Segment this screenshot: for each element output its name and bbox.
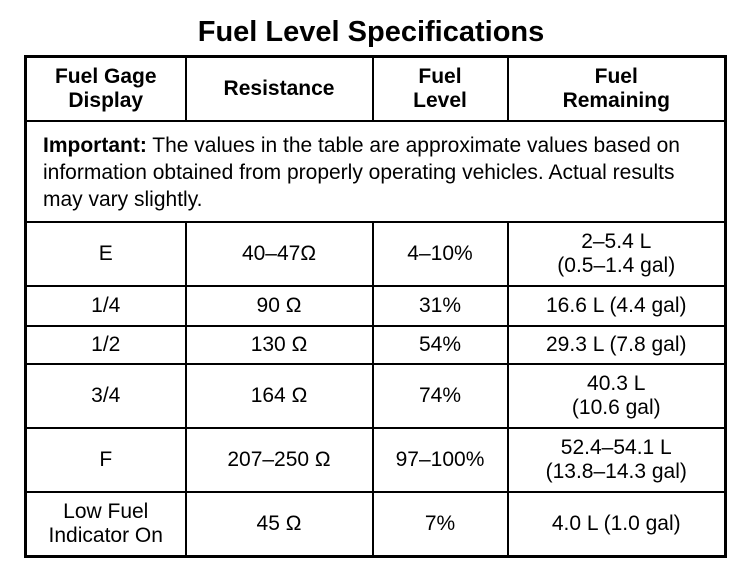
header-line: Fuel bbox=[594, 65, 638, 88]
header-line: Remaining bbox=[562, 89, 670, 112]
cell-line: 52.4–54.1 L bbox=[560, 436, 672, 459]
page-title: Fuel Level Specifications bbox=[197, 16, 545, 48]
cell-gage: Low Fuel Indicator On bbox=[24, 491, 187, 558]
cell-line: E bbox=[98, 242, 113, 265]
table-row: 1/4 90 Ω 31% 16.6 L (4.4 gal) bbox=[24, 285, 727, 327]
cell-line: 1/2 bbox=[91, 333, 121, 356]
cell-remaining: 2–5.4 L (0.5–1.4 gal) bbox=[506, 221, 727, 287]
table-row: Low Fuel Indicator On 45 Ω 7% 4.0 L (1.0… bbox=[24, 491, 727, 558]
cell-line: 1/4 bbox=[91, 294, 121, 317]
header-line: Fuel Gage bbox=[54, 65, 157, 88]
cell-resistance: 40–47Ω bbox=[184, 221, 374, 287]
important-note: Important: The values in the table are a… bbox=[24, 120, 727, 223]
cell-remaining: 29.3 L (7.8 gal) bbox=[506, 325, 727, 365]
header-fuel-remaining: Fuel Remaining bbox=[506, 55, 727, 122]
table-row: 1/2 130 Ω 54% 29.3 L (7.8 gal) bbox=[24, 325, 727, 365]
cell-resistance: 207–250 Ω bbox=[184, 427, 374, 493]
cell-gage: F bbox=[24, 427, 187, 493]
cell-remaining: 4.0 L (1.0 gal) bbox=[506, 491, 727, 558]
fuel-level-table: Fuel Gage Display Resistance Fuel Level … bbox=[24, 55, 727, 558]
table-row: 3/4 164 Ω 74% 40.3 L (10.6 gal) bbox=[24, 363, 727, 429]
cell-level: 4–10% bbox=[371, 221, 509, 287]
cell-resistance: 90 Ω bbox=[184, 285, 374, 327]
note-row: Important: The values in the table are a… bbox=[24, 120, 727, 223]
header-line: Display bbox=[68, 89, 144, 112]
cell-resistance: 130 Ω bbox=[184, 325, 374, 365]
cell-level: 97–100% bbox=[371, 427, 509, 493]
cell-line: Indicator On bbox=[48, 524, 163, 547]
cell-line: (0.5–1.4 gal) bbox=[557, 254, 676, 277]
cell-remaining: 16.6 L (4.4 gal) bbox=[506, 285, 727, 327]
cell-remaining: 52.4–54.1 L (13.8–14.3 gal) bbox=[506, 427, 727, 493]
cell-line: 3/4 bbox=[91, 384, 121, 407]
cell-gage: 1/2 bbox=[24, 325, 187, 365]
header-fuel-level: Fuel Level bbox=[371, 55, 509, 122]
cell-line: 29.3 L (7.8 gal) bbox=[546, 333, 687, 356]
cell-line: (13.8–14.3 gal) bbox=[545, 460, 687, 483]
note-label: Important: bbox=[43, 134, 147, 157]
cell-gage: E bbox=[24, 221, 187, 287]
cell-line: 40.3 L bbox=[587, 372, 646, 395]
cell-line: 2–5.4 L bbox=[581, 230, 652, 253]
cell-level: 74% bbox=[371, 363, 509, 429]
cell-line: (10.6 gal) bbox=[571, 396, 661, 419]
cell-level: 7% bbox=[371, 491, 509, 558]
cell-line: 16.6 L (4.4 gal) bbox=[546, 294, 687, 317]
cell-line: Low Fuel bbox=[63, 500, 149, 523]
header-line: Fuel bbox=[418, 65, 462, 88]
cell-level: 31% bbox=[371, 285, 509, 327]
cell-line: F bbox=[99, 448, 113, 471]
cell-line: 4.0 L (1.0 gal) bbox=[551, 512, 681, 535]
header-resistance: Resistance bbox=[184, 55, 374, 122]
header-fuel-gage-display: Fuel Gage Display bbox=[24, 55, 187, 122]
table-header-row: Fuel Gage Display Resistance Fuel Level … bbox=[24, 55, 727, 122]
cell-gage: 1/4 bbox=[24, 285, 187, 327]
cell-gage: 3/4 bbox=[24, 363, 187, 429]
table-row: E 40–47Ω 4–10% 2–5.4 L (0.5–1.4 gal) bbox=[24, 221, 727, 287]
cell-remaining: 40.3 L (10.6 gal) bbox=[506, 363, 727, 429]
note-text: The values in the table are approximate … bbox=[43, 134, 680, 211]
cell-level: 54% bbox=[371, 325, 509, 365]
cell-resistance: 45 Ω bbox=[184, 491, 374, 558]
header-line: Level bbox=[413, 89, 467, 112]
cell-resistance: 164 Ω bbox=[184, 363, 374, 429]
table-row: F 207–250 Ω 97–100% 52.4–54.1 L (13.8–14… bbox=[24, 427, 727, 493]
